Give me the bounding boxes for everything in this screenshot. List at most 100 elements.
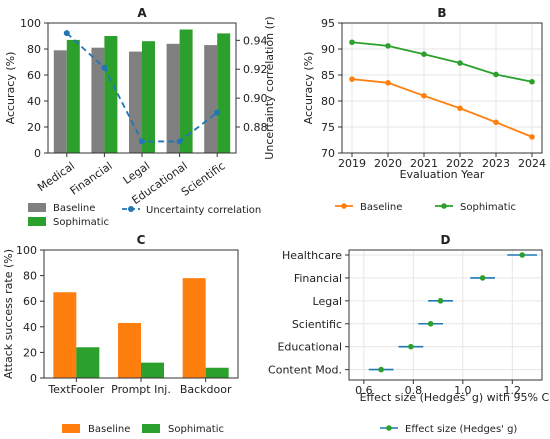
panel-c-ytick-label: 0 [30, 372, 37, 385]
panel-c-ytick-label: 60 [23, 295, 37, 308]
panel-b-point-baseline [529, 134, 535, 140]
panel-b-point-sophimatic [529, 78, 535, 85]
panel-c-ytick-label: 100 [16, 244, 37, 257]
panel-c-bar-baseline [118, 322, 141, 378]
panel-a-bar-sophimatic [104, 36, 118, 153]
panel-c-xtick-label: TextFooler [47, 383, 104, 396]
panel-b-xtick-label: 2022 [446, 157, 474, 170]
panel-a-legend-label: Baseline [53, 203, 95, 214]
panel-d-point [408, 343, 414, 350]
panel-c-legend-swatch [142, 424, 160, 433]
panel-b-title: B [437, 6, 446, 20]
panel-a-ytick-label: 20 [27, 121, 41, 134]
panel-b-xtick-label: 2019 [338, 157, 366, 170]
panel-c-bar-sophimatic [141, 362, 164, 378]
panel-b-point-baseline [493, 119, 499, 126]
panel-b-line-baseline [351, 78, 533, 138]
panel-b-xtick-label: 2024 [518, 157, 546, 170]
panel-b-point-baseline [385, 80, 391, 86]
panel-b-ytick-label: 90 [321, 43, 335, 56]
panel-c-title: C [137, 233, 146, 247]
panel-a-bar-sophimatic [179, 29, 193, 153]
panel-c-ytick-label: 40 [23, 321, 37, 334]
panel-a-y2tick-label: 0.92 [243, 63, 268, 76]
panel-c-ytick-label: 80 [23, 270, 37, 283]
panel-c-bar-sophimatic [205, 367, 229, 378]
panel-d-title: D [441, 233, 451, 247]
panel-a-legend-marker [128, 206, 134, 212]
panel-a-xtick-label: Financial [68, 159, 115, 197]
panel-b-legend-marker [441, 203, 447, 209]
panel-a-y2tick-label: 0.88 [243, 121, 268, 134]
panel-a-correlation-point [176, 138, 183, 145]
panel-a-ytick-label: 0 [34, 147, 41, 160]
panel-a-legend-label: Uncertainty correlation [146, 205, 261, 216]
panel-a-legend-swatch [28, 217, 46, 226]
panel-b-xtick-label: 2023 [482, 157, 510, 170]
panel-b-point-baseline [349, 76, 355, 82]
panel-c-legend-label: Sophimatic [168, 424, 224, 435]
panel-d-point [427, 320, 434, 327]
panel-b-point-baseline [421, 93, 427, 99]
panel-d-ytick-label: Financial [294, 272, 342, 285]
panel-d-point [437, 298, 444, 304]
panel-d-legend-marker [386, 425, 392, 431]
panel-a-ytick-label: 40 [27, 95, 41, 108]
panel-a-bar-sophimatic [142, 41, 155, 154]
panel-c-bar-baseline [53, 292, 77, 378]
panel-b-xtick-label: 2021 [410, 157, 438, 170]
panel-b-ytick-label: 85 [321, 69, 335, 82]
panel-d-ytick-label: Content Mod. [268, 364, 342, 377]
panel-a-bar-baseline [166, 43, 180, 153]
panel-b-point-sophimatic [421, 51, 427, 57]
panel-a-ytick-label: 60 [27, 69, 41, 82]
panel-a-title: A [137, 6, 147, 20]
panel-c-legend-label: Baseline [88, 424, 130, 435]
panel-b-line-sophimatic [351, 41, 533, 83]
panel-b-legend-label: Baseline [360, 202, 402, 213]
panel-d-xtick-label: 0.6 [355, 384, 373, 397]
panel-d-ytick-label: Educational [277, 341, 342, 354]
panel-a-y2label: Uncertainty correlation (r) [263, 16, 276, 159]
panel-a-ytick-label: 100 [20, 17, 41, 30]
panel-d-xtick-label: 1.2 [504, 384, 522, 397]
panel-d-frame [348, 249, 543, 381]
panel-d-ytick-label: Legal [313, 295, 342, 308]
panel-d-xtick-label: 0.8 [405, 384, 423, 397]
panel-a-bar-sophimatic [217, 33, 231, 153]
panel-a-legend-label: Sophimatic [53, 217, 109, 228]
panel-b-ytick-label: 80 [321, 95, 335, 108]
panel-c-xtick-label: Prompt Inj. [111, 383, 171, 396]
panel-d-ytick-label: Scientific [292, 318, 342, 331]
panel-b-ytick-label: 75 [321, 121, 335, 134]
panel-b-point-sophimatic [493, 71, 499, 78]
panel-d-xlabel: Effect size (Hedges' g) with 95% CI [360, 391, 550, 404]
panel-a-bar-sophimatic [66, 39, 80, 153]
panel-b-point-baseline [457, 105, 463, 112]
panel-d-xtick-label: 1.0 [454, 384, 472, 397]
panel-a-bar-baseline [53, 50, 67, 153]
panel-a-bar-baseline [91, 47, 105, 154]
panel-a-bar-baseline [204, 45, 218, 153]
panel-b-ytick-label: 70 [321, 147, 335, 160]
panel-a-ylabel: Accuracy (%) [4, 52, 17, 125]
panel-b-ylabel: Accuracy (%) [302, 52, 315, 125]
panel-c-bar-sophimatic [76, 347, 100, 378]
panel-b-xlabel: Evaluation Year [400, 168, 485, 181]
panel-a-ytick-label: 80 [27, 43, 41, 56]
panel-c-bar-baseline [182, 278, 206, 378]
panel-a-correlation-point [139, 138, 145, 145]
panel-b-xtick-label: 2020 [374, 157, 402, 170]
panel-b-point-sophimatic [385, 43, 391, 49]
panel-b-ytick-label: 95 [321, 17, 335, 30]
panel-a-correlation-point [214, 109, 221, 116]
panel-d-legend-label: Effect size (Hedges' g) [405, 424, 517, 435]
panel-d-point [479, 275, 486, 281]
panel-a-y2tick-label: 0.90 [243, 92, 268, 105]
panel-c-ytick-label: 20 [23, 346, 37, 359]
panel-c-xtick-label: Backdoor [180, 383, 232, 396]
panel-b-point-sophimatic [457, 60, 463, 66]
panel-b-legend-marker [341, 203, 347, 209]
panel-b-legend-label: Sophimatic [460, 202, 516, 213]
